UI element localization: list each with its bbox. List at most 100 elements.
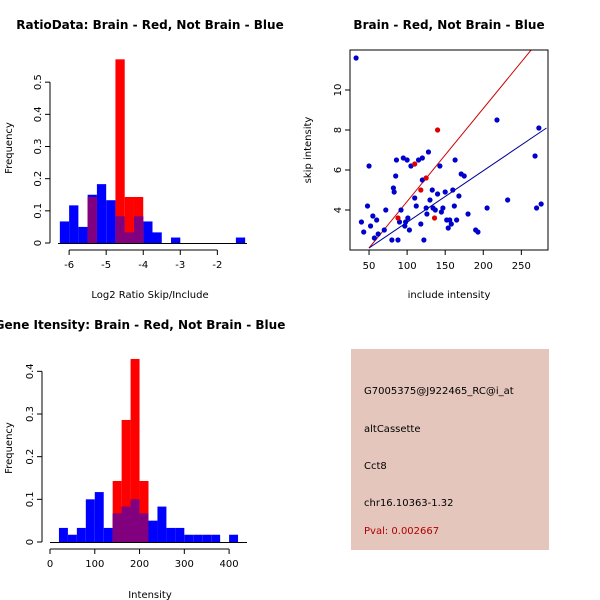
scatter-notbrain-point <box>408 163 414 169</box>
hist1-notbrain-bar <box>69 205 79 243</box>
scatter-brain-point <box>434 127 441 133</box>
hist1-notbrain-bar <box>235 237 246 243</box>
scatter-notbrain-point <box>361 229 367 235</box>
scatter-notbrain-point <box>494 117 500 123</box>
scatter-notbrain-point <box>454 217 460 223</box>
scatter-notbrain-point <box>419 177 425 183</box>
scatter-notbrain-point <box>465 211 471 217</box>
scatter-brain-point <box>412 161 418 167</box>
scatter-notbrain-point <box>374 217 380 223</box>
scatter-notbrain-point <box>475 229 481 235</box>
hist2-x-tick-label: 100 <box>85 559 104 570</box>
scatter-notbrain-point <box>402 223 408 229</box>
scatter-notbrain-point <box>413 203 419 209</box>
scatter-notbrain-point <box>393 173 399 179</box>
scatter-y-tick-label: 8 <box>333 127 344 133</box>
hist2-brain-bar <box>130 358 140 542</box>
scatter-notbrain-point <box>427 197 433 203</box>
gene-name: Cct8 <box>364 461 387 472</box>
hist1-overlap-bar <box>115 216 125 243</box>
scatter-notbrain-point <box>538 201 544 207</box>
hist1-brain-bar <box>124 197 134 243</box>
scatter-notbrain-point <box>437 163 443 169</box>
scatter-notbrain-point <box>396 219 403 225</box>
scatter-notbrain-point <box>364 203 371 209</box>
scatter-title: Brain - Red, Not Brain - Blue <box>353 18 544 32</box>
scatter-x-tick-label: 100 <box>398 261 417 272</box>
scatter-notbrain-point <box>367 223 374 229</box>
hist2-title: Gene Itensity: Brain - Red, Not Brain - … <box>0 318 285 332</box>
hist2-overlap-bar <box>112 513 122 542</box>
hist1-y-tick-label: 0.5 <box>33 74 44 90</box>
scatter-notbrain-point <box>438 209 444 215</box>
hist1-overlap-bar <box>133 216 144 243</box>
hist2-notbrain-bar <box>211 534 221 542</box>
hist1-x-tick-label: -4 <box>138 260 148 271</box>
hist1-overlap-bar <box>87 197 97 243</box>
hist1-brain-bar <box>115 59 125 243</box>
scatter-notbrain-point <box>448 221 454 227</box>
scatter-notbrain-point <box>425 149 432 155</box>
scatter-x-tick-label: 150 <box>436 261 455 272</box>
p-value: Pval: 0.002667 <box>364 526 440 537</box>
hist1-y-tick-label: 0 <box>33 240 44 246</box>
scatter-plot: 50 100 150 200 250 4 6 8 10 <box>333 49 549 272</box>
scatter-notbrain-point <box>406 227 412 233</box>
hist1-title: RatioData: Brain - Red, Not Brain - Blue <box>16 18 283 32</box>
scatter-y-tick-label: 4 <box>333 207 344 213</box>
hist2-notbrain-bar <box>202 534 212 542</box>
scatter-notbrain-point <box>381 227 387 233</box>
hist2-y-tick-label: 0.3 <box>25 406 36 422</box>
hist1-ylabel: Frequency <box>4 122 15 174</box>
scatter-notbrain-point <box>452 157 458 163</box>
scatter-notbrain-point <box>533 205 540 211</box>
scatter-notbrain-point <box>505 197 511 203</box>
scatter-notbrain-point <box>402 219 409 225</box>
hist2-y-tick-label: 0.2 <box>25 449 36 465</box>
scatter-notbrain-point <box>532 153 538 159</box>
hist2-overlap-bar <box>130 499 140 542</box>
hist2-brain-bar <box>139 480 149 542</box>
scatter-y-tick-label: 10 <box>333 84 344 97</box>
scatter-notbrain-point <box>370 213 376 219</box>
scatter-fit-line <box>368 127 547 249</box>
scatter-notbrain-point <box>391 189 397 195</box>
hist1-overlap-bar <box>124 232 134 243</box>
scatter-notbrain-point <box>383 207 389 213</box>
scatter-notbrain-point <box>404 157 410 163</box>
hist2-xlabel: Intensity <box>128 590 172 600</box>
scatter-notbrain-point <box>415 157 422 163</box>
hist2-notbrain-bar <box>103 527 113 542</box>
hist2-notbrain-bar <box>67 534 77 542</box>
hist2-y-tick-label: 0 <box>25 539 36 545</box>
scatter-notbrain-point <box>412 195 418 201</box>
hist1-plot: -6 -5 -4 -3 -2 0 0.1 0.2 0.3 0.4 0.5 <box>33 59 247 271</box>
scatter-notbrain-point <box>389 237 395 243</box>
scatter-notbrain-point <box>536 125 542 131</box>
scatter-notbrain-point <box>484 205 490 211</box>
scatter-notbrain-point <box>440 205 446 211</box>
scatter-notbrain-point <box>429 187 435 193</box>
scatter-y-tick-label: 6 <box>333 167 344 173</box>
hist2-notbrain-bar <box>193 534 203 542</box>
scatter-notbrain-point <box>456 193 462 199</box>
hist1-notbrain-bar <box>143 221 153 243</box>
scatter-notbrain-point <box>400 155 406 161</box>
scatter-notbrain-point <box>418 221 424 227</box>
hist1-notbrain-bar <box>152 232 162 243</box>
scatter-notbrain-point <box>358 219 365 225</box>
hist2-x-tick-label: 200 <box>130 559 149 570</box>
hist1-notbrain-bar <box>171 237 181 243</box>
hist2-overlap-bar <box>139 513 149 542</box>
hist1-y-tick-label: 0.2 <box>33 171 44 187</box>
hist1-xlabel: Log2 Ratio Skip/Include <box>91 290 208 301</box>
hist1-notbrain-bar <box>59 221 70 243</box>
hist2-ylabel: Frequency <box>4 422 15 474</box>
scatter-notbrain-point <box>432 207 438 213</box>
hist2-y-tick-label: 0.1 <box>25 491 36 507</box>
scatter-notbrain-point <box>445 225 451 231</box>
hist2-overlap-bar <box>121 506 131 542</box>
hist2-notbrain-bar <box>166 527 176 542</box>
hist1-notbrain-bar <box>78 226 88 243</box>
